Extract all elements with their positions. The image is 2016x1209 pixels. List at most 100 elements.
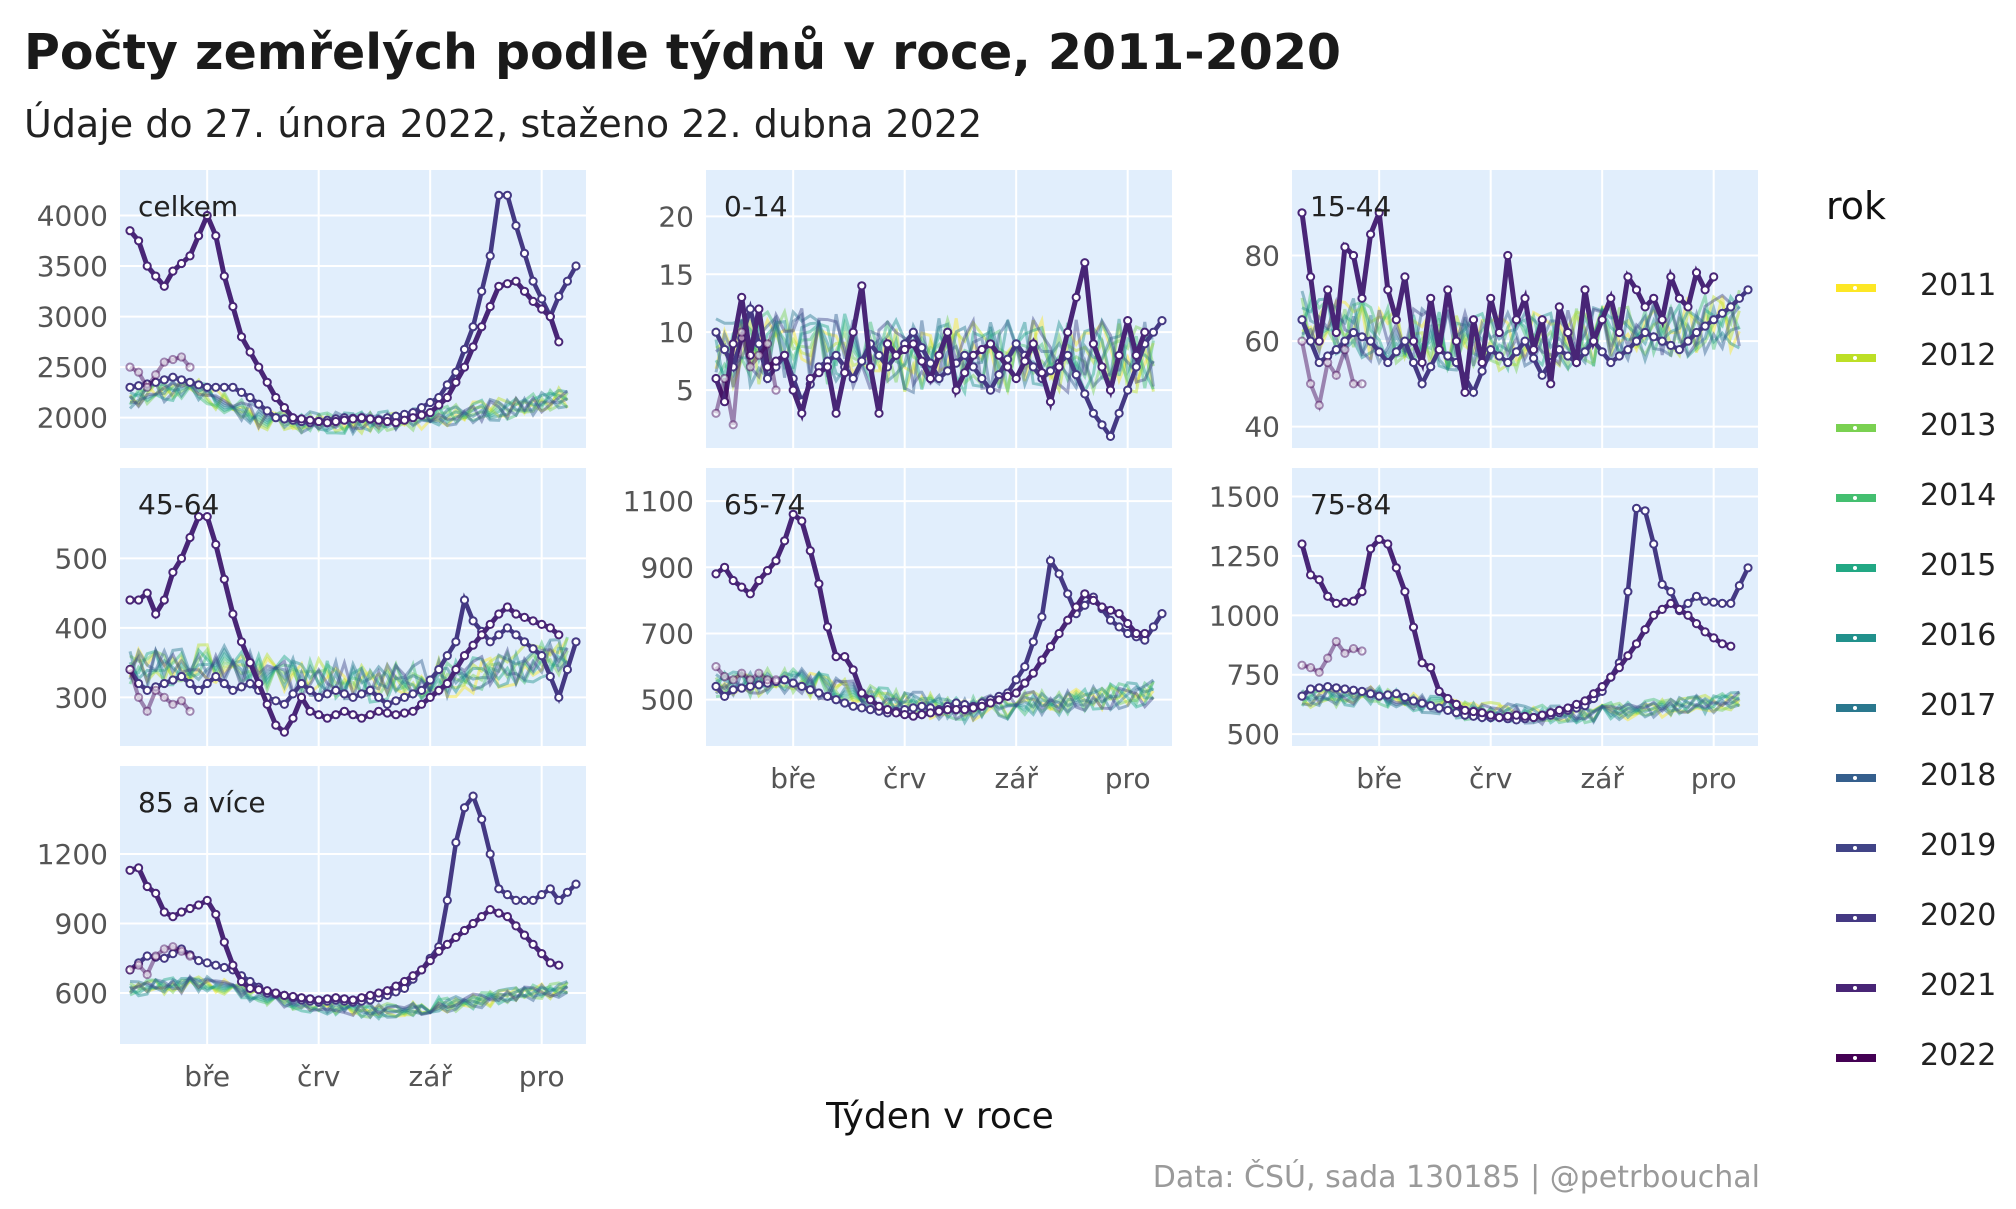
data-point-2021	[545, 623, 555, 633]
data-point-2021	[917, 710, 927, 720]
data-point-2021	[425, 692, 435, 703]
data-point-2022	[159, 692, 169, 703]
data-point-2021	[1391, 315, 1401, 325]
data-point-2020	[1691, 327, 1702, 338]
y-tick-label: 40	[1244, 411, 1280, 444]
data-point-2021	[399, 415, 410, 425]
series-line-2011	[714, 315, 1155, 387]
data-point-2021	[1340, 597, 1350, 607]
data-point-2021	[1451, 699, 1462, 710]
data-point-2021	[908, 711, 918, 721]
data-point-2020	[1045, 366, 1056, 376]
data-point-2021	[134, 595, 144, 605]
data-point-2020	[502, 890, 512, 900]
data-point-2022	[125, 664, 135, 675]
data-point-2020	[1631, 503, 1642, 513]
data-point-2020	[805, 685, 815, 695]
data-point-2020	[1417, 698, 1427, 708]
data-point-2022	[168, 354, 178, 365]
data-point-2020	[917, 701, 927, 711]
data-point-2021	[1071, 602, 1081, 612]
plot-area	[711, 258, 1167, 442]
data-point-2021	[1554, 705, 1564, 716]
data-point-2020	[985, 385, 996, 395]
data-point-2021	[442, 678, 452, 689]
data-point-2021	[968, 703, 978, 713]
plot-area	[1297, 503, 1753, 727]
data-point-2021	[1674, 604, 1685, 615]
data-point-2021	[331, 416, 341, 427]
data-point-2021	[1088, 595, 1099, 606]
data-point-2021	[374, 988, 384, 998]
data-point-2020	[1383, 690, 1393, 700]
data-point-2021	[168, 567, 178, 577]
data-point-2020	[434, 664, 444, 675]
data-point-2020	[271, 696, 281, 706]
data-point-2021	[977, 344, 987, 355]
data-point-2020	[814, 688, 824, 698]
data-point-2021	[711, 373, 721, 384]
data-point-2020	[711, 327, 721, 337]
data-point-2021	[168, 912, 178, 922]
data-point-2022	[134, 692, 144, 703]
data-point-2021	[1306, 272, 1316, 282]
data-point-2020	[134, 381, 144, 391]
data-point-2021	[1674, 293, 1685, 303]
data-point-2020	[331, 685, 341, 696]
data-point-2021	[1020, 678, 1030, 688]
data-point-2022	[754, 668, 764, 678]
data-point-2021	[728, 575, 738, 586]
y-tick-label: 20	[658, 200, 694, 233]
data-point-2020	[571, 879, 581, 889]
data-point-2020	[720, 344, 730, 355]
data-point-2020	[1080, 389, 1090, 399]
data-point-2021	[1494, 712, 1504, 723]
data-point-2020	[451, 837, 461, 848]
data-point-2021	[125, 226, 135, 236]
data-point-2021	[434, 685, 444, 696]
y-tick-label: 500	[641, 684, 694, 717]
panel-label: 75-84	[1310, 488, 1391, 521]
data-point-2021	[417, 965, 427, 975]
data-point-2021	[305, 994, 315, 1004]
data-point-2020	[1314, 683, 1324, 693]
y-tick-label: 5	[676, 374, 694, 407]
data-point-2021	[228, 960, 238, 970]
data-point-2022	[159, 357, 169, 367]
data-point-2020	[357, 689, 367, 699]
data-point-2021	[1105, 385, 1116, 395]
data-point-2020	[511, 895, 521, 906]
x-tick-label: bře	[770, 762, 816, 795]
data-point-2021	[511, 921, 521, 931]
data-point-2021	[1366, 229, 1376, 239]
data-point-2021	[1028, 339, 1038, 349]
data-point-2021	[711, 569, 721, 579]
data-point-2020	[271, 413, 281, 423]
data-point-2020	[571, 261, 581, 271]
y-tick-label: 700	[641, 617, 694, 650]
data-point-2021	[1097, 602, 1107, 612]
data-point-2021	[391, 710, 401, 720]
data-point-2020	[1734, 293, 1745, 303]
data-point-2021	[1546, 379, 1556, 389]
data-point-2020	[1631, 336, 1642, 346]
data-point-2021	[1623, 272, 1633, 282]
series-line-2012	[715, 672, 1155, 718]
data-point-2022	[176, 352, 187, 362]
data-point-2021	[1088, 339, 1099, 349]
data-point-2021	[737, 292, 747, 302]
data-point-2022	[134, 367, 144, 377]
data-point-2020	[1417, 379, 1427, 389]
y-tick-label: 10	[658, 316, 694, 349]
data-point-2020	[1331, 683, 1341, 693]
data-point-2021	[1631, 285, 1642, 295]
data-point-2021	[1554, 302, 1564, 312]
data-point-2021	[1434, 686, 1444, 697]
data-point-2021	[254, 678, 264, 689]
data-point-2020	[1366, 336, 1376, 346]
data-point-2020	[468, 791, 478, 801]
data-point-2021	[382, 986, 392, 996]
data-point-2020	[519, 248, 530, 258]
data-point-2021	[1080, 258, 1090, 268]
